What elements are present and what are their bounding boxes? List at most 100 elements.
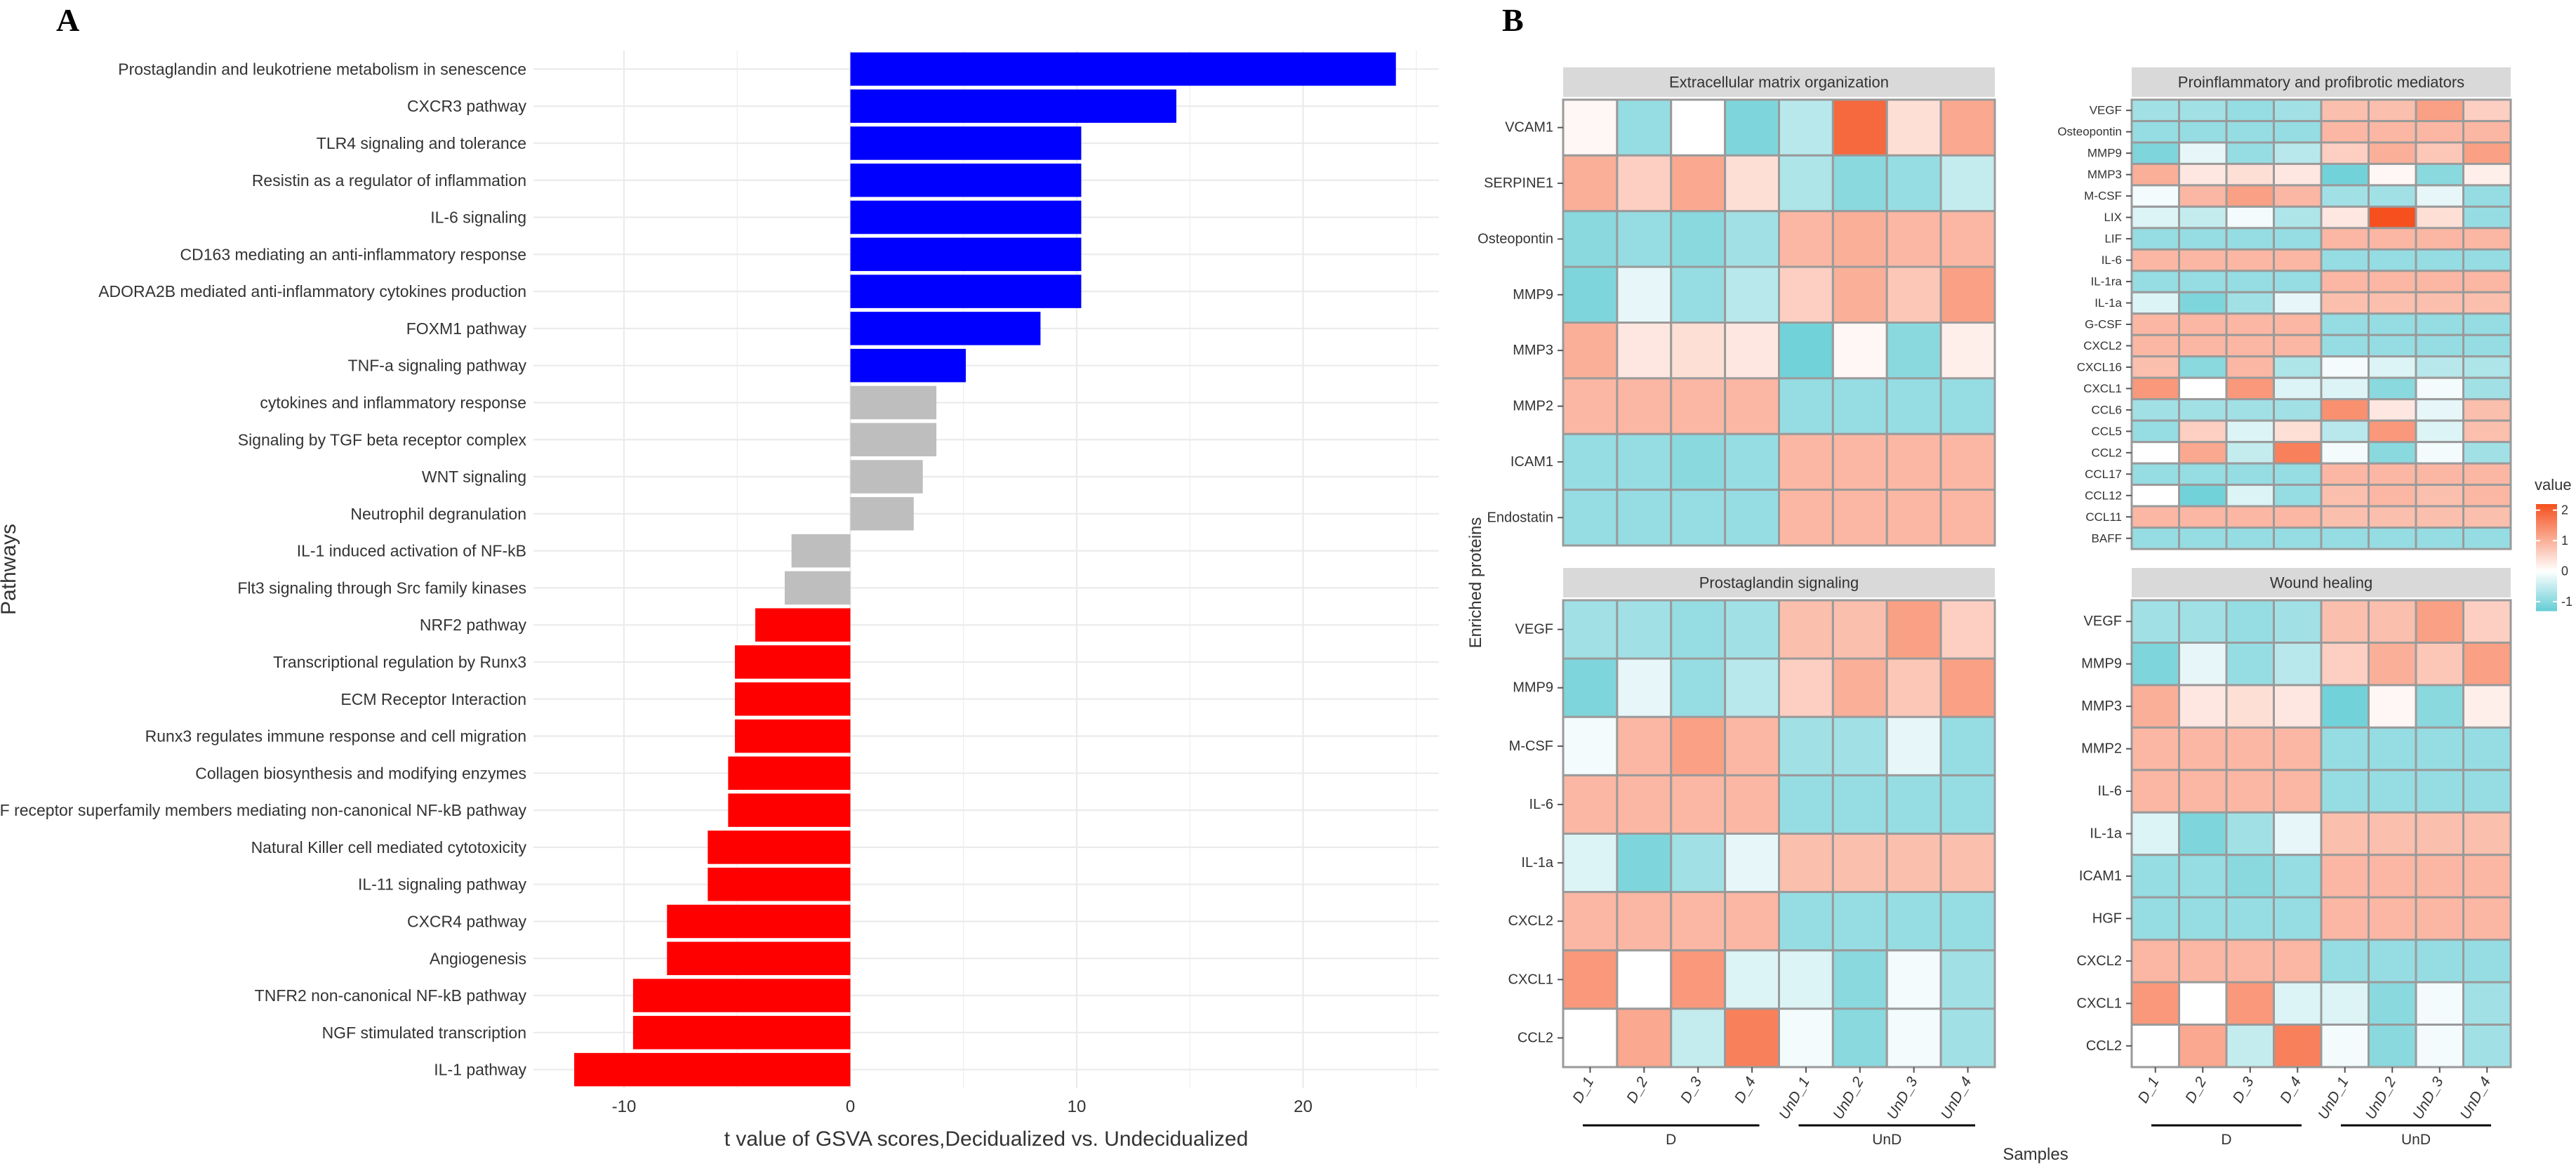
sample-label: UnD_3 bbox=[1884, 1074, 1921, 1122]
heatmap-cell bbox=[2462, 141, 2512, 165]
heatmap-cell bbox=[2225, 376, 2275, 401]
heatmap-cell bbox=[1616, 657, 1673, 718]
heatmap-cell bbox=[1831, 154, 1888, 213]
heatmap-cell bbox=[2462, 441, 2512, 465]
y-axis-title: Pathways bbox=[0, 524, 20, 615]
sample-label: D_4 bbox=[2277, 1074, 2304, 1106]
row-label: ICAM1 bbox=[1511, 454, 1553, 470]
heatmap-cell bbox=[2225, 854, 2275, 899]
heatmap-cell bbox=[2273, 1024, 2323, 1069]
heatmap-cell bbox=[2273, 119, 2323, 144]
heatmap-cell bbox=[1562, 657, 1619, 718]
heatmap-cell bbox=[2415, 248, 2464, 272]
heatmap-cell bbox=[2320, 162, 2370, 187]
heatmap-cell bbox=[2178, 98, 2228, 122]
legend-gradient-step bbox=[2536, 522, 2557, 526]
heatmap-cell bbox=[2415, 270, 2464, 293]
category-label: TNFR2 non-canonical NF-kB pathway bbox=[255, 986, 527, 1005]
heatmap-cell bbox=[2130, 355, 2180, 379]
legend-gradient-step bbox=[2536, 517, 2557, 521]
heatmap-cell bbox=[2320, 141, 2370, 165]
heatmap-cell bbox=[2415, 854, 2464, 899]
legend-gradient-step bbox=[2536, 597, 2557, 601]
row-label: CXCL1 bbox=[2077, 995, 2122, 1011]
category-label: Resistin as a regulator of inflammation bbox=[252, 171, 526, 190]
heatmap-cell bbox=[2320, 205, 2370, 230]
category-label: FOXM1 pathway bbox=[406, 319, 527, 338]
heatmap-cell bbox=[2415, 896, 2464, 941]
heatmap-cell bbox=[1939, 489, 1996, 547]
row-label: Osteopontin bbox=[2057, 125, 2122, 138]
heatmap-cell bbox=[2178, 119, 2228, 144]
legend-gradient-step bbox=[2536, 520, 2557, 524]
heatmap-cell bbox=[2462, 205, 2512, 230]
heatmap-cell bbox=[1831, 489, 1888, 547]
row-label: VEGF bbox=[2084, 614, 2122, 629]
heatmap-cell bbox=[2178, 811, 2228, 856]
heatmap-cell bbox=[1670, 432, 1727, 491]
legend-gradient-step bbox=[2536, 549, 2557, 553]
sample-label: UnD_2 bbox=[2363, 1074, 2400, 1122]
row-label: CCL17 bbox=[2085, 468, 2122, 481]
heatmap-cell bbox=[1562, 833, 1619, 894]
heatmap-cell bbox=[2462, 769, 2512, 814]
heatmap-cell bbox=[2415, 726, 2464, 772]
heatmap-cell bbox=[2368, 141, 2417, 165]
heatmap-cell bbox=[2178, 205, 2228, 230]
heatmap-cell bbox=[2415, 462, 2464, 487]
group-label: UnD bbox=[2401, 1132, 2431, 1148]
heatmap-cell bbox=[2462, 184, 2512, 208]
heatmap-cell bbox=[2415, 227, 2464, 251]
heatmap-cell bbox=[1616, 377, 1673, 435]
facet-strip bbox=[1563, 67, 1995, 97]
heatmap-cell bbox=[2225, 291, 2275, 315]
category-label: IL-6 signaling bbox=[430, 209, 526, 227]
category-label: CXCR3 pathway bbox=[407, 97, 527, 115]
legend-gradient-step bbox=[2536, 592, 2557, 595]
legend-gradient-step bbox=[2536, 546, 2557, 550]
heatmap-cell bbox=[2368, 312, 2417, 336]
heatmap-cell bbox=[2273, 484, 2323, 508]
heatmap-cell bbox=[1724, 322, 1780, 380]
heatmap-cell bbox=[1939, 322, 1996, 380]
legend-gradient-step bbox=[2536, 515, 2557, 518]
bar bbox=[850, 348, 966, 383]
facet-strip bbox=[1563, 568, 1995, 597]
row-label: VEGF bbox=[1515, 622, 1553, 637]
heatmap-cell bbox=[1562, 891, 1619, 952]
heatmap-cell bbox=[1939, 657, 1996, 718]
heatmap-cell bbox=[2462, 312, 2512, 336]
heatmap-cell bbox=[2225, 312, 2275, 336]
heatmap-cell bbox=[1724, 210, 1780, 268]
bar bbox=[850, 52, 1396, 86]
heatmap-cell bbox=[2273, 441, 2323, 465]
heatmap-cell bbox=[1616, 432, 1673, 491]
heatmap-cell bbox=[2368, 769, 2417, 814]
group-label: D bbox=[2221, 1132, 2231, 1148]
heatmap-cell bbox=[2368, 599, 2417, 644]
heatmap-cell bbox=[2178, 939, 2228, 984]
category-label: ADORA2B mediated anti-inflammatory cytok… bbox=[98, 282, 526, 300]
heatmap-cell bbox=[2462, 98, 2512, 122]
bar bbox=[850, 312, 1041, 345]
heatmap-cell bbox=[2273, 726, 2323, 772]
legend-gradient-step bbox=[2536, 528, 2557, 531]
legend-gradient-step bbox=[2536, 589, 2557, 593]
heatmap-cell bbox=[1885, 657, 1942, 718]
legend-gradient-step bbox=[2536, 555, 2557, 558]
facet-strip bbox=[2132, 67, 2511, 97]
heatmap-cell bbox=[1939, 774, 1996, 835]
heatmap-cell bbox=[2273, 981, 2323, 1026]
heatmap-cell bbox=[1562, 98, 1619, 157]
heatmap-cell bbox=[1939, 891, 1996, 952]
heatmap-cell bbox=[2225, 769, 2275, 814]
heatmap-cell bbox=[2462, 419, 2512, 444]
row-label: CCL2 bbox=[2092, 446, 2122, 459]
heatmap-cell bbox=[2415, 684, 2464, 729]
heatmap-cell bbox=[2225, 441, 2275, 465]
row-label: CCL2 bbox=[2086, 1038, 2122, 1054]
heatmap-cell bbox=[2225, 462, 2275, 487]
heatmap-cell bbox=[1778, 774, 1834, 835]
heatmap-cell bbox=[2462, 641, 2512, 687]
